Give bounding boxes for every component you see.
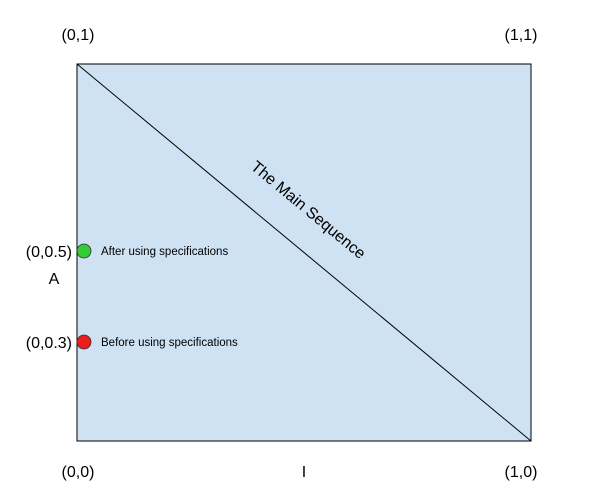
data-point-label: After using specifications — [101, 246, 228, 258]
corner-label-bottom-right: (1,0) — [505, 464, 538, 481]
y-axis-label: A — [49, 271, 60, 288]
corner-label-top-left: (0,1) — [62, 27, 95, 44]
data-point-marker — [76, 243, 92, 259]
data-point-group: Before using specifications (0,0.3) — [26, 334, 238, 352]
x-axis-label: I — [302, 464, 306, 481]
data-point-group: After using specifications (0,0.5) — [26, 243, 228, 261]
data-points: After using specifications (0,0.5) Before … — [26, 243, 238, 352]
y-tick-label: (0,0.5) — [26, 244, 72, 261]
corner-label-bottom-left: (0,0) — [62, 464, 95, 481]
corner-label-top-right: (1,1) — [505, 27, 538, 44]
data-point-label: Before using specifications — [101, 337, 238, 349]
y-tick-label: (0,0.3) — [26, 335, 72, 352]
main-sequence-line — [76, 63, 532, 442]
data-point-marker — [76, 334, 92, 350]
